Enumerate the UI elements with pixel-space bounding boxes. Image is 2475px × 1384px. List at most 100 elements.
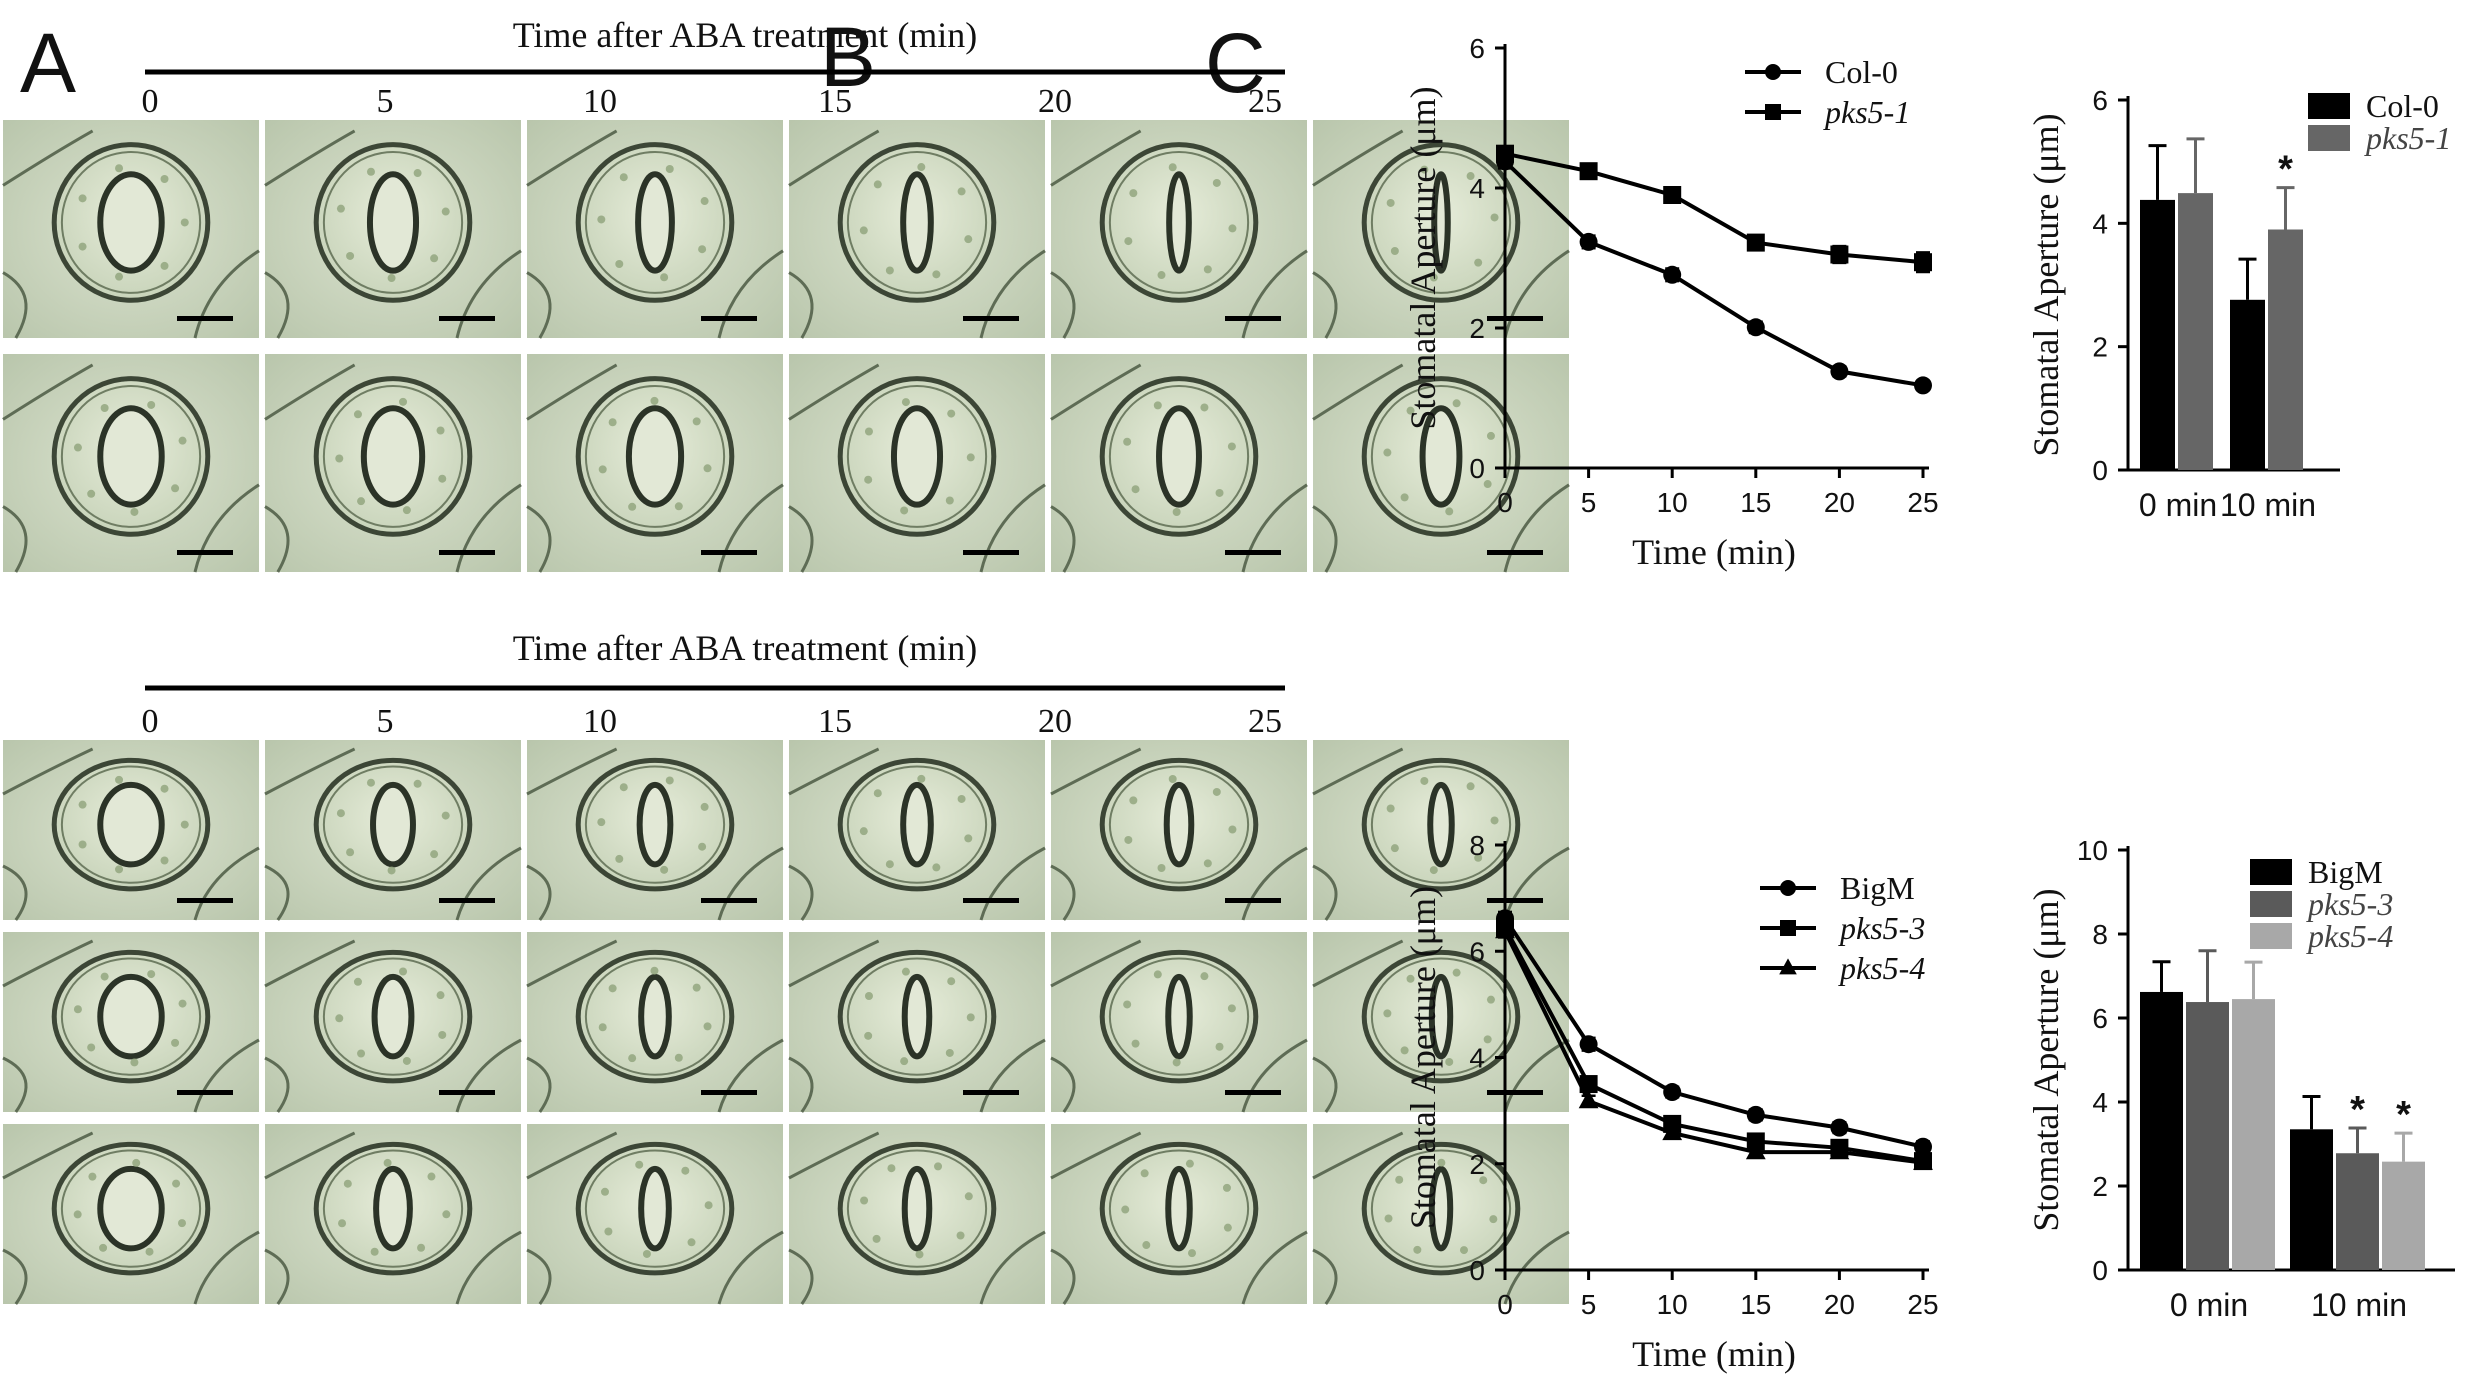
data-point-pks5-1-10 <box>1663 186 1682 204</box>
guard-cell-inner-rim <box>1370 1149 1512 1268</box>
x-tick-label-0: 0 <box>1497 487 1513 518</box>
cell-wall <box>2 747 94 796</box>
micrograph-BigM-15 <box>788 740 1046 921</box>
chloroplast <box>335 1014 344 1023</box>
x-tick-label-0: 0 <box>1497 1289 1513 1320</box>
cell-wall <box>1503 483 1570 573</box>
stomatal-pore <box>1166 171 1192 274</box>
chloroplast <box>1142 1241 1151 1250</box>
x-tick-label-20: 20 <box>1824 1289 1855 1320</box>
micrograph-pks5-3-20 <box>1050 932 1308 1113</box>
chloroplast <box>147 400 156 409</box>
series-line-Col-0 <box>1503 159 1924 388</box>
bar-pks5-1-0 min <box>2178 193 2213 470</box>
chloroplast <box>1420 776 1429 785</box>
chloroplast <box>387 274 396 283</box>
chloroplast <box>628 1054 637 1063</box>
cell-wall <box>1050 271 1076 339</box>
chloroplast <box>1474 853 1483 862</box>
chloroplast <box>1172 1058 1181 1067</box>
chloroplast <box>957 187 966 196</box>
chloroplast <box>1383 1009 1392 1018</box>
scale-bar <box>963 1090 1019 1095</box>
cell-wall <box>788 939 880 988</box>
cell-wall <box>455 1230 522 1305</box>
stomatal-pore <box>1165 973 1193 1060</box>
scale-bar <box>701 898 757 903</box>
data-point-pks5-4-5 <box>1578 1090 1599 1109</box>
guard-cell-inner-rim <box>60 151 202 294</box>
cell-wall <box>264 1056 290 1113</box>
cell-wall <box>1050 939 1142 988</box>
scale-bar <box>439 550 495 555</box>
chloroplast <box>1200 972 1209 981</box>
chloroplast <box>413 169 422 178</box>
cell-wall <box>264 864 290 921</box>
category-label-0 min: 0 min <box>2170 1287 2248 1323</box>
cell-wall <box>1241 1230 1308 1305</box>
chloroplast <box>1395 1175 1404 1184</box>
chloroplast <box>115 775 124 784</box>
cell-wall <box>526 1248 552 1305</box>
micrograph-header-bottom: Time after ABA treatment (min) <box>513 628 978 668</box>
chloroplast <box>872 1234 881 1243</box>
scale-bar <box>701 550 757 555</box>
data-point-BigM-15 <box>1746 1105 1765 1124</box>
chloroplast <box>698 245 707 254</box>
chloroplast <box>160 856 169 865</box>
data-point-pks5-1-5 <box>1579 162 1598 181</box>
time-label-bottom-15: 15 <box>818 703 852 740</box>
series-line-pks5-3 <box>1503 926 1924 1164</box>
cell-wall <box>1312 129 1404 187</box>
guard-cell-inner-rim <box>322 385 464 528</box>
cell-wall <box>979 483 1046 573</box>
chloroplast <box>130 507 139 516</box>
chloroplast <box>1157 271 1166 280</box>
time-label-top-5: 5 <box>377 83 394 120</box>
chloroplast <box>1384 1214 1393 1223</box>
y-tick-label-2: 2 <box>1469 313 1485 344</box>
stomatal-pore <box>97 405 165 508</box>
guard-cell-inner-rim <box>322 1149 464 1268</box>
time-label-bottom-25: 25 <box>1248 703 1282 740</box>
chloroplast <box>387 866 396 875</box>
stomatal-pore <box>901 1165 933 1252</box>
cell-wall <box>193 249 260 339</box>
stomatal-pore <box>97 1165 165 1252</box>
cell-wall <box>193 846 260 921</box>
chloroplast <box>1121 1205 1130 1214</box>
chloroplast <box>964 235 973 244</box>
chloroplast <box>864 475 873 484</box>
chloroplast <box>597 818 606 827</box>
time-label-bottom-10: 10 <box>583 703 617 740</box>
chloroplast <box>674 502 683 511</box>
data-point-BigM-5 <box>1579 1035 1598 1054</box>
bar-pks5-3-10 min <box>2336 1153 2379 1270</box>
data-point-Col-0-25 <box>1914 376 1932 395</box>
y-tick-label-6: 6 <box>1469 33 1485 64</box>
category-label-10 min: 10 min <box>2220 487 2316 523</box>
panel-letter-A: A <box>20 16 76 110</box>
chloroplast <box>932 270 941 279</box>
cell-wall <box>264 363 356 421</box>
guard-cell-inner-rim <box>1108 385 1250 528</box>
cell-wall <box>526 939 618 988</box>
chloroplast <box>115 272 124 281</box>
legend-swatch-pks5-4 <box>2250 923 2292 949</box>
cell-wall <box>526 747 618 796</box>
cell-wall <box>1241 249 1308 339</box>
guard-cell-inner-rim <box>1108 957 1250 1076</box>
legend-label-pks5-1: pks5-1 <box>2364 120 2451 156</box>
chloroplast <box>700 802 709 811</box>
chloroplast <box>1466 782 1475 791</box>
chloroplast <box>665 776 674 785</box>
significance-star: * <box>2278 149 2293 191</box>
cell-wall <box>1312 864 1338 921</box>
chloroplast <box>1483 480 1492 489</box>
cell-wall <box>264 747 356 796</box>
micrograph-pks5-4-5 <box>264 1124 522 1305</box>
micrograph-pks5-1-10 <box>526 354 784 573</box>
data-point-pks5-1-0 <box>1496 144 1514 163</box>
chloroplast <box>1157 863 1166 872</box>
legend-swatch-Col-0 <box>2308 93 2350 119</box>
